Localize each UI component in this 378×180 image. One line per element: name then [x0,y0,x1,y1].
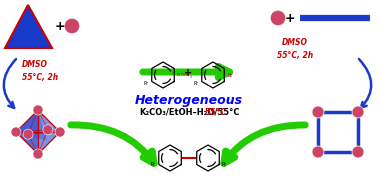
Circle shape [33,105,43,115]
Text: R²: R² [222,163,228,168]
Circle shape [43,125,53,135]
Text: +: + [55,19,65,33]
Circle shape [312,106,324,118]
Circle shape [271,11,285,25]
Circle shape [352,106,364,118]
Polygon shape [16,110,38,154]
Text: +: + [184,68,192,78]
Text: R¹: R¹ [151,163,156,168]
Polygon shape [38,110,60,154]
Text: R²: R² [144,80,149,86]
Circle shape [33,149,43,159]
Polygon shape [16,110,47,141]
Circle shape [352,146,364,158]
Circle shape [65,19,79,33]
Circle shape [55,127,65,137]
Circle shape [23,129,33,139]
FancyArrowPatch shape [359,59,371,108]
Text: DMSO
55°C, 2h: DMSO 55°C, 2h [22,60,58,82]
Text: B(OH): B(OH) [177,73,190,77]
Text: Br: Br [227,73,232,78]
FancyArrowPatch shape [4,59,16,108]
FancyArrowPatch shape [224,125,305,163]
Text: 2: 2 [190,75,192,78]
Circle shape [11,127,21,137]
Polygon shape [5,5,52,48]
FancyArrowPatch shape [71,125,154,163]
Text: R¹: R¹ [194,80,199,86]
Circle shape [312,146,324,158]
Text: DMSO
55°C, 2h: DMSO 55°C, 2h [277,38,313,60]
Text: 55°C: 55°C [204,107,226,116]
Text: +: + [285,12,295,24]
Text: K₂CO₃/EtOH–H₂O/55°C: K₂CO₃/EtOH–H₂O/55°C [139,107,239,116]
Text: Heterogeneous: Heterogeneous [135,93,243,107]
FancyArrowPatch shape [143,66,229,78]
